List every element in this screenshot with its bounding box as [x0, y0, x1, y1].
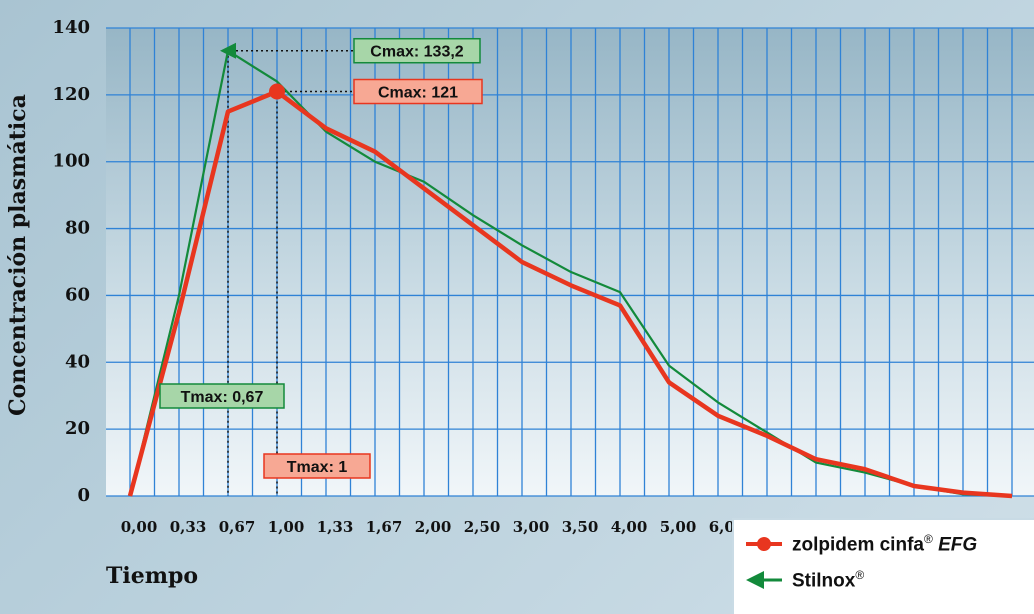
- series-line-stilnox: [128, 49, 1013, 498]
- y-tick-label: 80: [65, 218, 90, 239]
- series-lines: [127, 42, 1013, 499]
- green-triangle-marker-icon: [746, 571, 782, 590]
- grid-lines: [106, 27, 1034, 497]
- x-tick-label: 0,00: [121, 518, 158, 536]
- cmax-label-zolpidem-box: [353, 78, 483, 105]
- y-tick-label: 140: [52, 17, 90, 38]
- cmax-label-stilnox-text: Cmax: 133,2: [370, 44, 463, 61]
- x-tick-label: 1,00: [268, 518, 305, 536]
- cmax-label-stilnox-box: [353, 37, 481, 64]
- y-tick-label: 20: [65, 418, 90, 439]
- y-axis-label: Concentración plasmática: [5, 94, 31, 416]
- red-circle-marker-icon: [746, 537, 782, 552]
- y-tick-label: 120: [52, 84, 90, 105]
- tmax-label-zolpidem: Tmax: 1: [263, 453, 371, 479]
- plot-area: [106, 28, 1034, 496]
- x-tick-label: 5,00: [660, 518, 697, 536]
- x-tick-label: 3,00: [513, 518, 550, 536]
- cmax-label-stilnox: Cmax: 133,2: [353, 37, 481, 64]
- y-tick-label: 0: [77, 485, 90, 506]
- cmax-marker-stilnox: [220, 42, 236, 59]
- x-tick-label: 2,00: [415, 518, 452, 536]
- annotations: Cmax: 133,2 Cmax: 121 Tmax: 0,67 Tmax: 1: [159, 37, 483, 479]
- cmax-label-zolpidem: Cmax: 121: [353, 78, 483, 105]
- x-tick-label: 0,33: [170, 518, 207, 536]
- tmax-label-zolpidem-box: [263, 453, 371, 479]
- guide-lines: [227, 49, 354, 496]
- x-tick-label: 2,50: [464, 518, 501, 536]
- tmax-label-stilnox: Tmax: 0,67: [159, 383, 285, 409]
- tmax-label-zolpidem-text: Tmax: 1: [287, 459, 348, 476]
- y-tick-labels: 0 20 40 60 80 100 120 140: [52, 17, 90, 506]
- y-tick-label: 60: [65, 284, 90, 305]
- tmax-label-stilnox-box: [159, 383, 285, 409]
- legend-label-stilnox: Stilnox®: [792, 568, 865, 592]
- x-tick-label: 0,67: [219, 518, 256, 536]
- legend: zolpidem cinfa® EFG Stilnox®: [732, 518, 1034, 614]
- x-tick-label: 1,67: [366, 518, 403, 536]
- x-axis-label: Tiempo: [106, 563, 198, 589]
- cmax-marker-zolpidem: [269, 83, 285, 100]
- cmax-label-zolpidem-text: Cmax: 121: [378, 85, 458, 102]
- legend-item-stilnox: Stilnox®: [744, 568, 864, 592]
- tmax-label-stilnox-text: Tmax: 0,67: [181, 389, 264, 406]
- y-tick-label: 100: [52, 151, 90, 172]
- x-tick-label: 4,00: [611, 518, 648, 536]
- legend-item-zolpidem: zolpidem cinfa® EFG: [744, 532, 977, 556]
- legend-label-zolpidem: zolpidem cinfa® EFG: [792, 532, 978, 556]
- y-tick-label: 40: [65, 351, 90, 372]
- x-tick-label: 1,33: [317, 518, 354, 536]
- x-tick-label: 3,50: [562, 518, 599, 536]
